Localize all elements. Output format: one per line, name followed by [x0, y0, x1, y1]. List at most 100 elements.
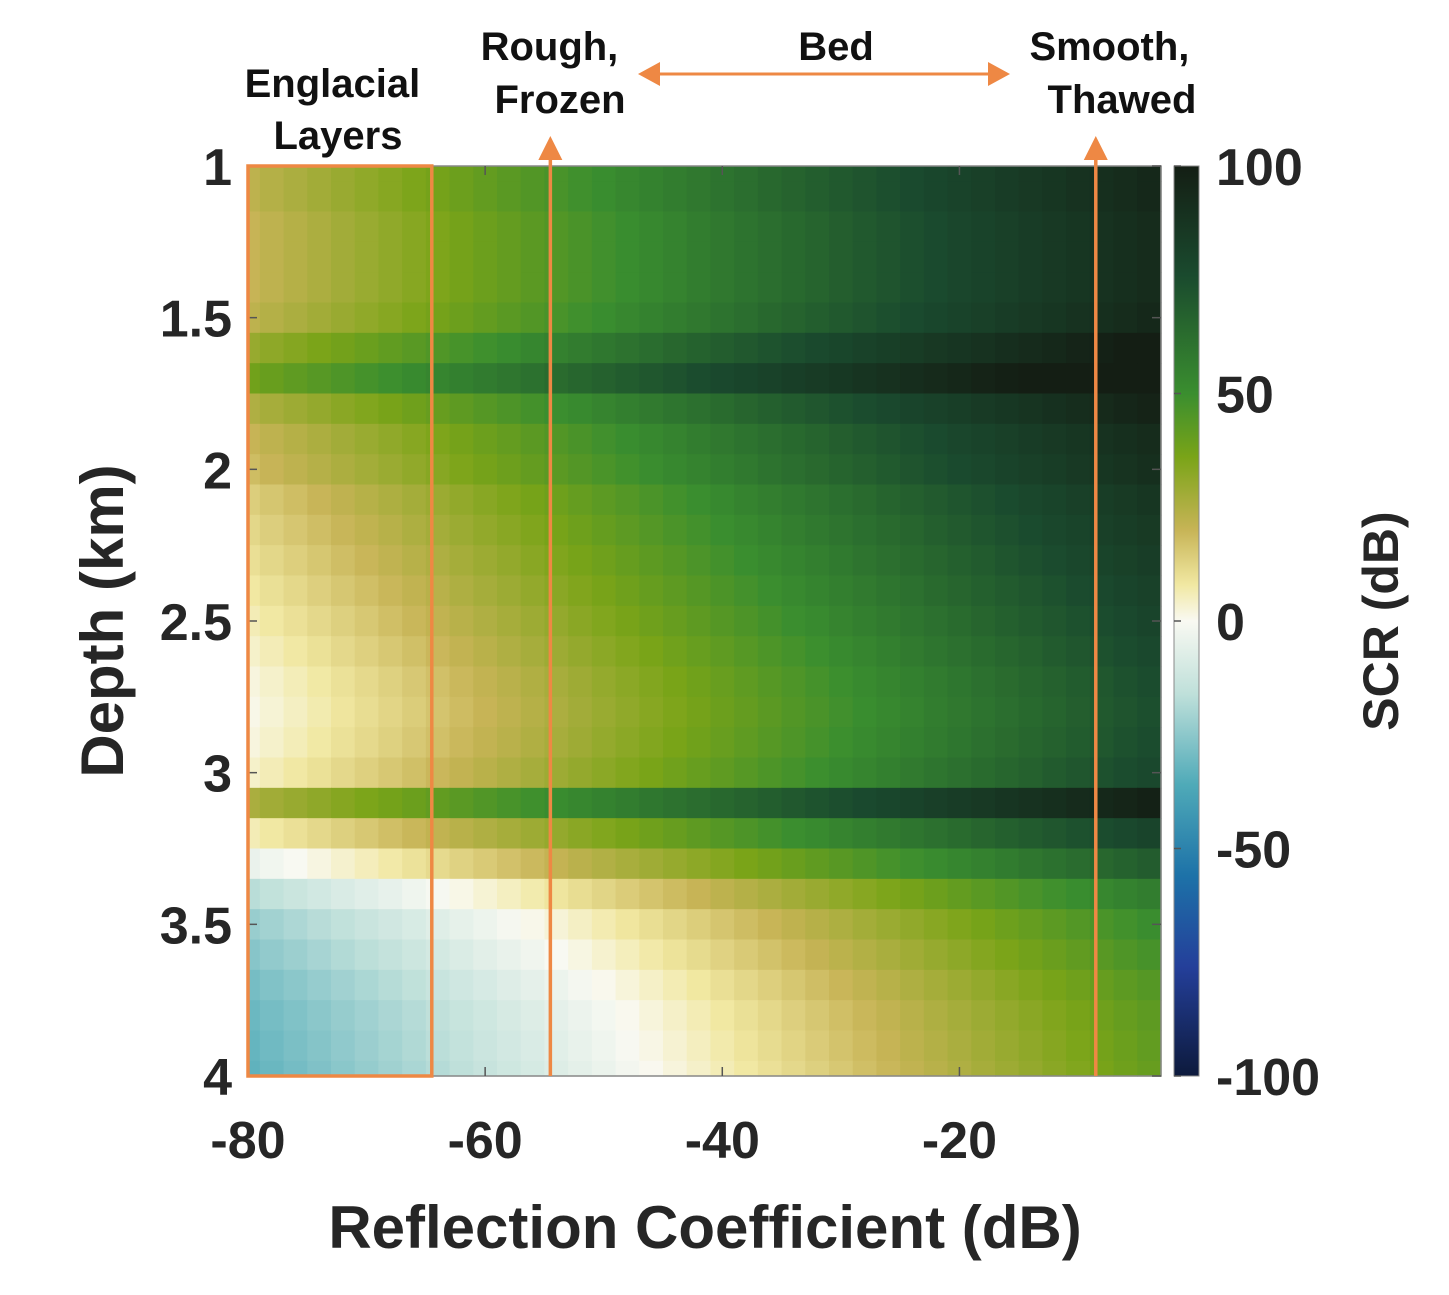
heatmap-cell: [331, 272, 356, 304]
heatmap-cell: [615, 757, 640, 789]
heatmap-cell: [259, 302, 285, 334]
heatmap-cell: [1018, 787, 1044, 819]
y-tick-label: 1.5: [160, 291, 232, 349]
heatmap-cell: [1113, 696, 1138, 728]
heatmap-cell: [947, 272, 972, 304]
heatmap-cell: [923, 241, 949, 273]
heatmap-cell: [710, 666, 735, 698]
heatmap-cell: [331, 166, 356, 182]
heatmap-cell: [378, 332, 403, 364]
heatmap-cell: [971, 166, 996, 182]
heatmap-cell: [473, 666, 498, 698]
heatmap-cell: [1018, 818, 1044, 850]
heatmap-cell: [781, 514, 806, 546]
heatmap-cell: [1018, 332, 1044, 364]
heatmap-cell: [449, 757, 474, 789]
heatmap-cell: [1018, 545, 1044, 577]
annotations: Englacial Layers Rough, Frozen Smooth, T…: [245, 25, 1196, 1078]
heatmap-cell: [947, 757, 972, 789]
heatmap-cell: [971, 332, 996, 364]
heatmap-cell: [971, 636, 996, 668]
heatmap-cell: [1137, 423, 1162, 455]
heatmap-cell: [615, 909, 640, 941]
heatmap-cell: [757, 181, 783, 213]
heatmap-cell: [971, 302, 996, 334]
heatmap-cell: [1113, 166, 1138, 182]
heatmap-cell: [307, 1060, 332, 1077]
heatmap-cell: [1042, 848, 1067, 880]
heatmap-cell: [757, 818, 783, 850]
heatmap-cell: [307, 211, 332, 243]
heatmap-cell: [402, 545, 427, 577]
heatmap-cell: [639, 302, 664, 334]
heatmap-cell: [1066, 332, 1091, 364]
heatmap-cell: [876, 166, 901, 182]
heatmap-cell: [248, 666, 261, 698]
heatmap-cell: [378, 848, 403, 880]
heatmap-cell: [283, 332, 308, 364]
heatmap-cell: [497, 393, 522, 425]
heatmap-cell: [520, 241, 546, 273]
heatmap-cell: [923, 302, 949, 334]
heatmap-cell: [829, 332, 854, 364]
heatmap-cell: [520, 636, 546, 668]
rough-frozen-label-line-1: Rough,: [481, 25, 619, 69]
heatmap-cell: [1042, 636, 1067, 668]
heatmap-cell: [734, 575, 759, 607]
heatmap-cell: [757, 605, 783, 637]
heatmap-cell: [591, 636, 617, 668]
heatmap-cell: [283, 484, 308, 516]
heatmap-cell: [1066, 666, 1091, 698]
y-tick-label: 4: [203, 1049, 232, 1107]
heatmap-cell: [307, 818, 332, 850]
heatmap-cell: [900, 302, 925, 334]
heatmap-cell: [1113, 484, 1138, 516]
heatmap-cell: [473, 939, 498, 971]
heatmap-cell: [710, 211, 735, 243]
heatmap-cell: [259, 484, 285, 516]
heatmap-cell: [900, 181, 925, 213]
heatmap-cell: [1066, 605, 1091, 637]
x-axis-label: Reflection Coefficient (dB): [328, 1194, 1081, 1261]
heatmap-cell: [876, 1060, 901, 1077]
heatmap-cell: [1018, 484, 1044, 516]
heatmap-cell: [900, 848, 925, 880]
heatmap-cell: [663, 878, 688, 910]
heatmap-cell: [710, 727, 735, 759]
heatmap-cell: [757, 454, 783, 486]
heatmap-cell: [852, 605, 878, 637]
heatmap-cell: [520, 939, 546, 971]
heatmap-cell: [591, 696, 617, 728]
heatmap-cell: [757, 1000, 783, 1032]
heatmap-cell: [757, 575, 783, 607]
heatmap-cell: [757, 636, 783, 668]
heatmap-cell: [259, 636, 285, 668]
heatmap-cell: [283, 181, 308, 213]
heatmap-cell: [1042, 423, 1067, 455]
heatmap-cell: [1066, 302, 1091, 334]
heatmap-cell: [1089, 211, 1115, 243]
heatmap-cell: [829, 302, 854, 334]
heatmap-cell: [378, 302, 403, 334]
heatmap-cell: [544, 545, 569, 577]
heatmap-cell: [591, 878, 617, 910]
heatmap-cell: [544, 1000, 569, 1032]
heatmap-cell: [378, 818, 403, 850]
heatmap-cell: [852, 909, 878, 941]
heatmap-cell: [710, 1030, 735, 1062]
heatmap-cell: [1113, 545, 1138, 577]
heatmap-cell: [259, 878, 285, 910]
heatmap-cell: [639, 454, 664, 486]
heatmap-cell: [781, 1030, 806, 1062]
heatmap-cell: [1089, 878, 1115, 910]
heatmap-cell: [331, 818, 356, 850]
heatmap-cell: [663, 909, 688, 941]
heatmap-cell: [591, 575, 617, 607]
heatmap-cell: [663, 939, 688, 971]
heatmap-cell: [663, 241, 688, 273]
y-tick-label: 3: [203, 746, 232, 804]
heatmap-cell: [1089, 696, 1115, 728]
heatmap-cell: [710, 484, 735, 516]
heatmap-cell: [520, 393, 546, 425]
heatmap-cell: [402, 909, 427, 941]
